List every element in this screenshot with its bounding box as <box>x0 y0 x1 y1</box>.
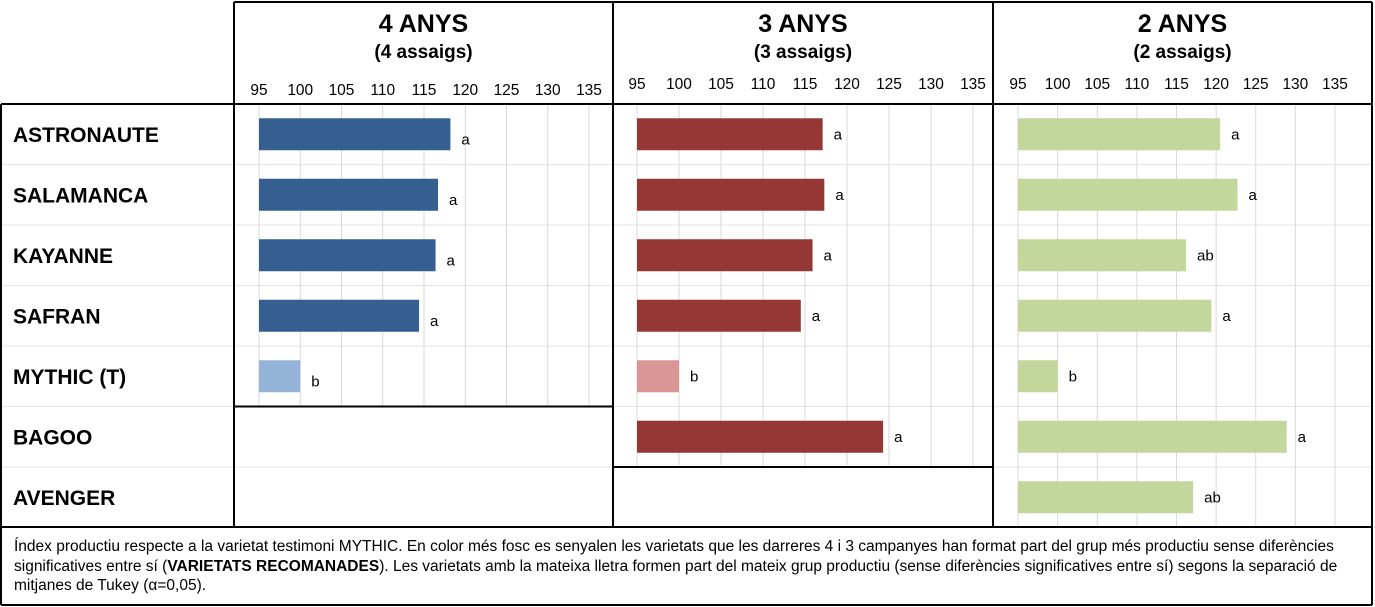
group-letter: b <box>311 373 319 390</box>
tick-label: 95 <box>1009 76 1026 93</box>
panel-subtitle: (3 assaigs) <box>754 42 852 63</box>
bar <box>1018 118 1221 151</box>
row-label: ASTRONAUTE <box>13 124 159 147</box>
group-letter: a <box>1231 126 1240 143</box>
bar <box>259 239 436 272</box>
group-letter: a <box>894 429 903 446</box>
footnote: Índex productiu respecte a la varietat t… <box>14 537 1366 596</box>
panel-subtitle: (4 assaigs) <box>374 42 472 63</box>
tick-label: 130 <box>1282 76 1308 93</box>
group-letter: a <box>834 126 843 143</box>
row-label: AVENGER <box>13 487 115 510</box>
bar <box>637 118 823 151</box>
tick-label: 115 <box>1164 76 1189 93</box>
bar <box>1018 239 1187 272</box>
tick-label: 100 <box>287 82 313 99</box>
tick-label: 95 <box>250 82 267 99</box>
group-letter: a <box>812 308 821 325</box>
tick-label: 115 <box>412 82 437 99</box>
bar <box>637 360 679 393</box>
tick-label: 115 <box>793 76 818 93</box>
bar <box>637 239 813 272</box>
group-letter: a <box>449 192 458 209</box>
tick-label: 110 <box>1125 76 1150 93</box>
panel-subtitle: (2 assaigs) <box>1133 42 1231 63</box>
group-letter: b <box>1069 368 1077 385</box>
tick-label: 95 <box>628 76 645 93</box>
tick-label: 120 <box>452 82 478 99</box>
bar <box>1018 178 1238 211</box>
bar <box>637 178 825 211</box>
bar <box>1018 360 1058 393</box>
tick-label: 105 <box>329 82 355 99</box>
tick-label: 120 <box>834 76 860 93</box>
row-label: SALAMANCA <box>13 184 148 207</box>
row-label: MYTHIC (T) <box>13 366 126 389</box>
group-letter: b <box>690 368 698 385</box>
bar <box>637 420 884 453</box>
bar <box>259 299 420 332</box>
bar-layer <box>259 118 1287 514</box>
group-letter: a <box>430 313 439 330</box>
panel-title: 4 ANYS <box>379 10 468 38</box>
tick-label: 130 <box>918 76 944 93</box>
footnote-text: Índex productiu respecte a la varietat t… <box>14 538 1334 575</box>
bar <box>259 360 301 393</box>
tick-label: 135 <box>960 76 986 93</box>
text-layer: ASTRONAUTE SALAMANCA KAYANNE SAFRAN MYTHIC (… <box>13 10 1348 510</box>
group-letter: a <box>835 187 844 204</box>
bar <box>637 299 801 332</box>
tick-label: 110 <box>370 82 395 99</box>
group-letter: a <box>447 252 456 269</box>
footnote-text-end: ). Les varietats amb la mateixa lletra f… <box>14 557 1338 595</box>
group-letter: a <box>824 247 833 264</box>
group-letter: ab <box>1197 247 1214 264</box>
tick-label: 120 <box>1203 76 1229 93</box>
tick-label: 125 <box>876 76 902 93</box>
tick-label: 100 <box>1045 76 1071 93</box>
tick-label: 125 <box>1243 76 1269 93</box>
group-letter: a <box>1298 429 1307 446</box>
group-letter: ab <box>1204 489 1221 506</box>
row-label: SAFRAN <box>13 305 101 328</box>
bar <box>259 118 451 151</box>
footnote-highlight: VARIETATS RECOMANADES <box>167 557 380 575</box>
tick-label: 135 <box>1322 76 1348 93</box>
tick-label: 130 <box>535 82 561 99</box>
panel-title: 3 ANYS <box>758 10 847 38</box>
row-label: KAYANNE <box>13 245 113 268</box>
bar <box>259 178 439 211</box>
tick-label: 105 <box>1084 76 1110 93</box>
bar <box>1018 420 1287 453</box>
group-letter: a <box>461 131 470 148</box>
row-label: BAGOO <box>13 426 92 449</box>
group-letter: a <box>1222 308 1231 325</box>
tick-label: 100 <box>666 76 692 93</box>
group-letter: a <box>1249 187 1258 204</box>
tick-label: 105 <box>708 76 734 93</box>
tick-label: 125 <box>494 82 520 99</box>
bar <box>1018 481 1194 514</box>
tick-label: 110 <box>751 76 776 93</box>
tick-label: 135 <box>576 82 602 99</box>
panel-title: 2 ANYS <box>1138 10 1227 38</box>
bar <box>1018 299 1212 332</box>
